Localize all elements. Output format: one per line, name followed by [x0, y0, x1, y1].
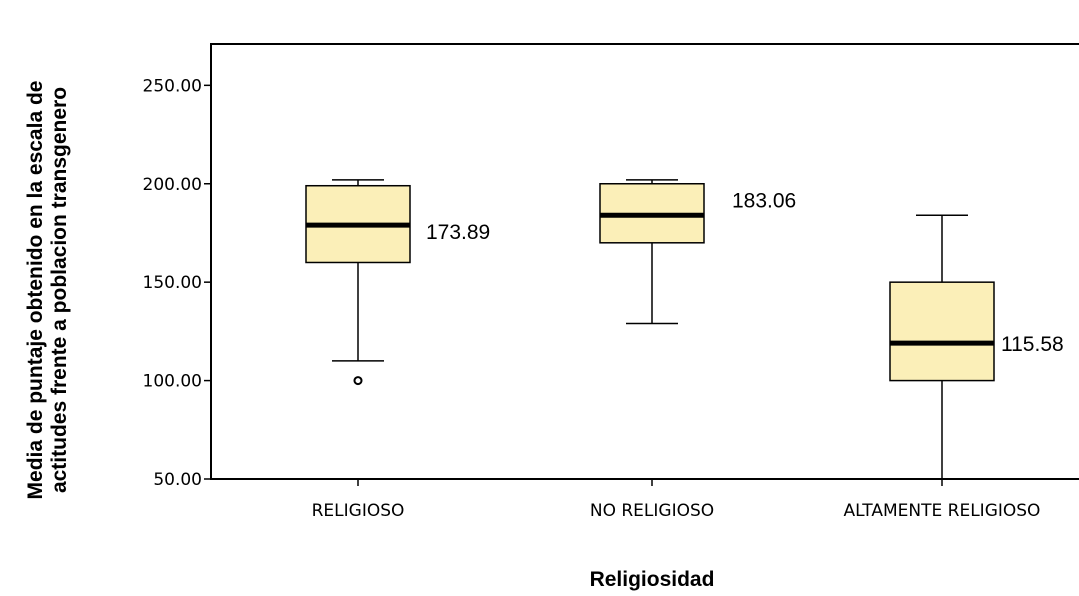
x-axis-title: Religiosidad — [590, 568, 715, 591]
y-tick-label: 200.00 — [143, 175, 202, 195]
y-axis-title: Media de puntaje obtenido en la escala d… — [24, 81, 71, 500]
y-tick-label: 150.00 — [143, 273, 202, 293]
x-tick-label: RELIGIOSO — [312, 501, 405, 521]
y-tick-label: 250.00 — [143, 76, 202, 96]
plot-frame — [210, 43, 1079, 480]
box-group: 115.58 — [889, 214, 1064, 479]
y-axis-title-line-1: Media de puntaje obtenido en la escala d… — [24, 81, 47, 500]
iqr-box — [889, 281, 995, 382]
value-label: 115.58 — [1001, 333, 1064, 356]
x-tick-label: ALTAMENTE RELIGIOSO — [844, 501, 1041, 521]
y-tick-label: 50.00 — [153, 470, 202, 490]
x-tick-label: NO RELIGIOSO — [590, 501, 714, 521]
box-group: 173.89 — [305, 179, 490, 386]
y-axis-title-line-2: actitudes frente a poblacion transgenero — [48, 87, 71, 493]
outlier-point — [353, 376, 363, 386]
y-axis: 50.00 100.00 150.00 200.00 250.00 — [143, 76, 211, 490]
value-label: 173.89 — [426, 221, 490, 244]
value-label: 183.06 — [732, 189, 796, 212]
y-tick-label: 100.00 — [143, 372, 202, 392]
box-group: 183.06 — [599, 179, 796, 325]
boxes-layer: 173.89 183.06 115.58 — [305, 179, 1064, 479]
x-axis: RELIGIOSO NO RELIGIOSO ALTAMENTE RELIGIOSO — [312, 479, 1041, 521]
